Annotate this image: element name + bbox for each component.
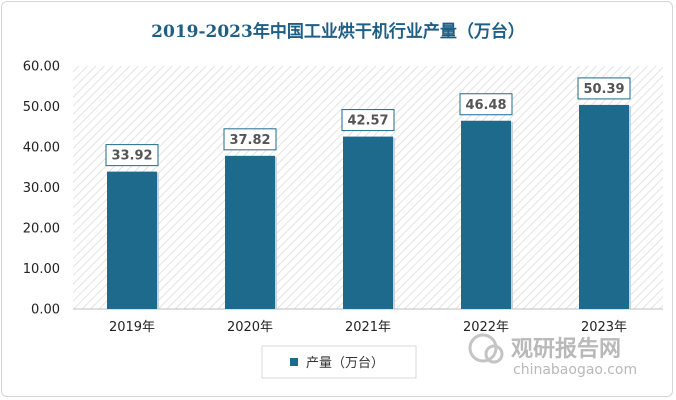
y-tick-label: 50.00 xyxy=(23,100,60,115)
y-tick-label: 40.00 xyxy=(23,141,60,156)
y-tick-label: 60.00 xyxy=(23,60,60,75)
watermark: 观研报告网 chinabaogao.com xyxy=(468,333,637,378)
y-tick-label: 0.00 xyxy=(31,303,60,318)
y-tick-label: 10.00 xyxy=(23,262,60,277)
bars: 33.92 37.82 42.57 46.48 50.39 xyxy=(105,77,631,309)
legend-label: 产量（万台） xyxy=(306,356,384,371)
data-label: 50.39 xyxy=(583,82,624,97)
watermark-logo-icon xyxy=(468,333,504,364)
data-label: 37.82 xyxy=(229,133,270,148)
y-tick-label: 30.00 xyxy=(23,181,60,196)
legend-swatch xyxy=(290,358,298,366)
bar xyxy=(579,104,629,309)
bar xyxy=(225,155,275,309)
data-label-box xyxy=(341,109,395,132)
data-label-box xyxy=(223,128,277,151)
watermark-en: chinabaogao.com xyxy=(513,362,637,378)
data-label: 42.57 xyxy=(347,114,388,129)
x-tick-label: 2021年 xyxy=(345,320,391,335)
y-tick-label: 20.00 xyxy=(23,222,60,237)
x-tick-label: 2022年 xyxy=(463,320,509,335)
x-axis-ticks: 2019年 2020年 2021年 2022年 2023年 xyxy=(109,320,627,335)
bar xyxy=(461,120,511,309)
y-axis-ticks: 0.00 10.00 20.00 30.00 40.00 50.00 60.00 xyxy=(23,60,60,318)
x-tick-label: 2023年 xyxy=(581,320,627,335)
bar xyxy=(343,136,393,309)
legend: 产量（万台） xyxy=(261,345,417,379)
chart-title: 2019-2023年中国工业烘干机行业产量（万台） xyxy=(151,21,525,42)
data-label-box xyxy=(105,144,159,167)
legend-box xyxy=(261,345,417,379)
watermark-cn: 观研报告网 xyxy=(511,337,621,362)
data-label: 33.92 xyxy=(111,149,152,164)
x-tick-label: 2019年 xyxy=(109,320,155,335)
x-tick-label: 2020年 xyxy=(227,320,273,335)
data-label-box xyxy=(577,77,631,100)
data-label: 46.48 xyxy=(465,98,506,113)
data-label-box xyxy=(459,93,513,116)
bar xyxy=(107,171,157,309)
